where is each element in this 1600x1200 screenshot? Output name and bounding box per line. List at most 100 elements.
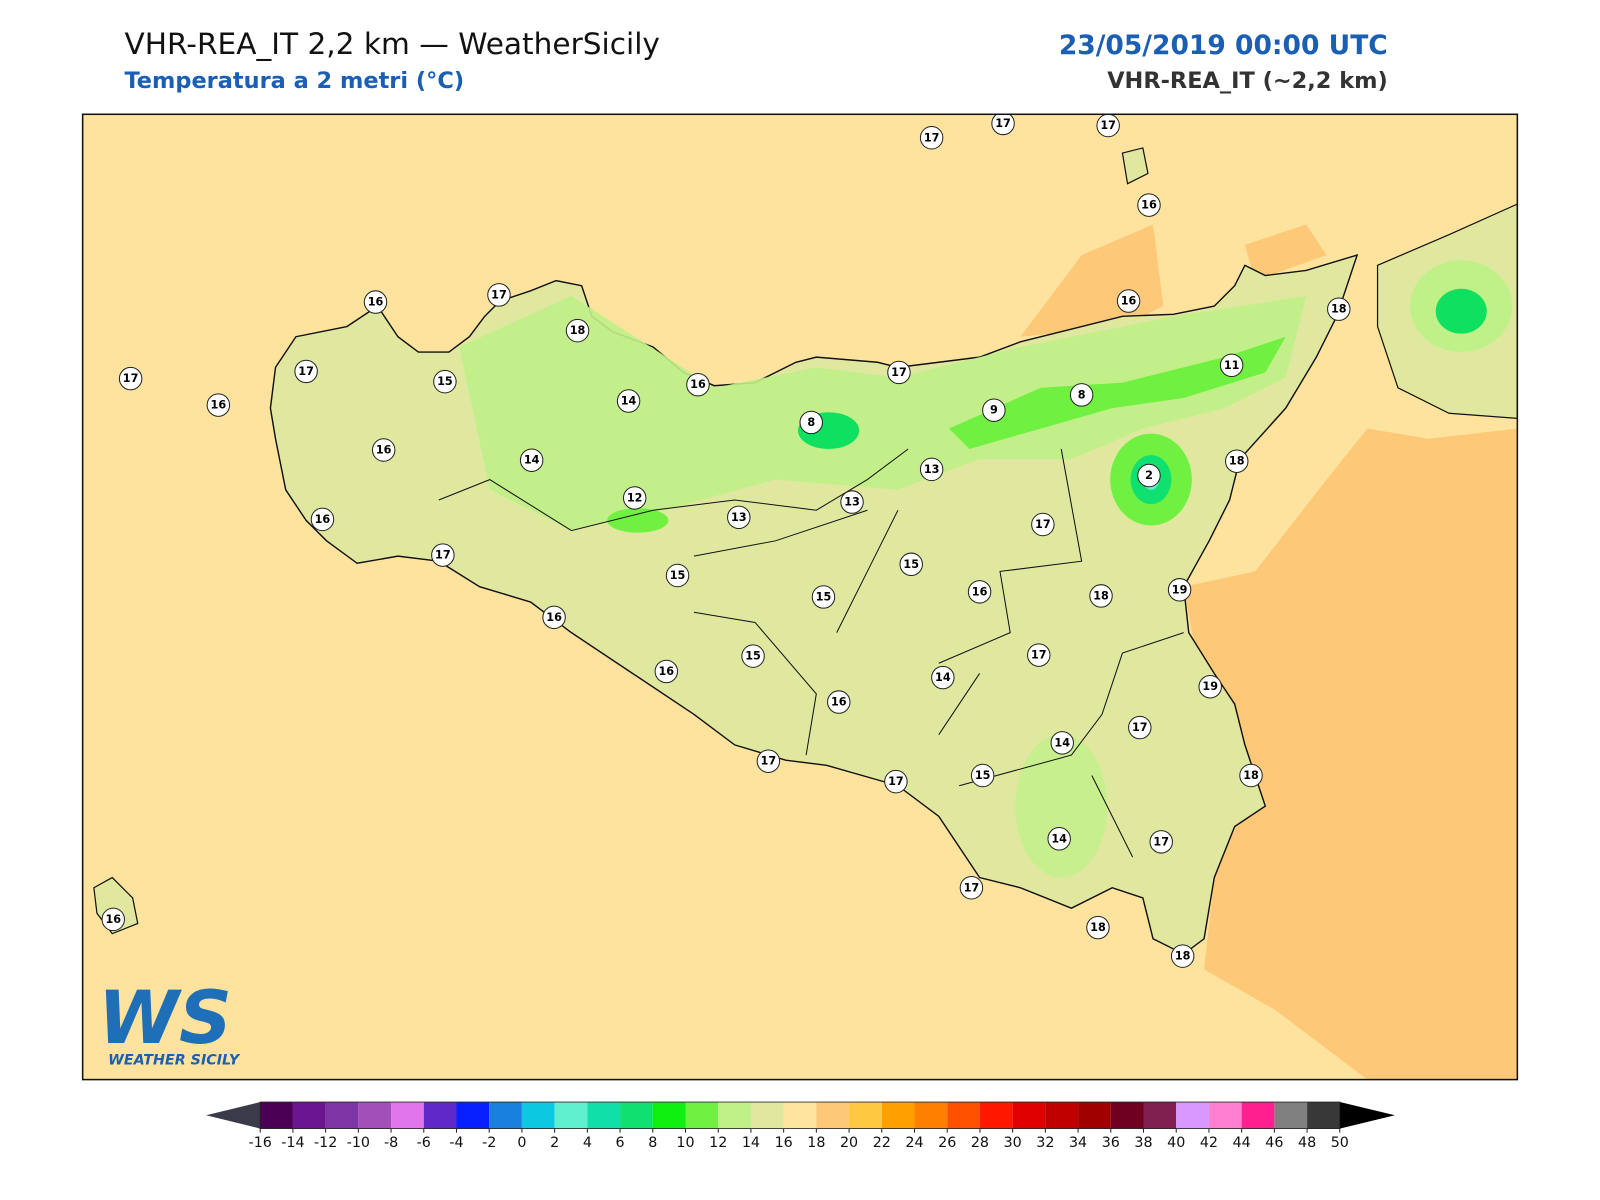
colorbar-tick-label: 40	[1167, 1135, 1185, 1151]
station-value: 12	[627, 491, 643, 504]
station-value: 17	[1100, 119, 1116, 132]
station: 17	[1027, 643, 1051, 667]
colorbar-over	[1339, 1102, 1395, 1129]
station-value: 17	[1153, 835, 1169, 848]
station-value: 18	[1331, 303, 1347, 316]
station-value: 15	[437, 375, 453, 388]
station-value: 14	[621, 395, 637, 408]
station-marker	[310, 507, 335, 532]
station-value: 2	[1145, 469, 1153, 482]
station-marker	[727, 505, 751, 530]
colorbar-tick-label: 0	[517, 1135, 526, 1151]
colorbar-bin	[325, 1102, 359, 1129]
station: 16	[101, 907, 125, 932]
province-border	[438, 448, 1184, 858]
station: 15	[665, 563, 690, 588]
colorbar-tick-label: 20	[840, 1135, 858, 1151]
colorbar-bin	[1307, 1102, 1340, 1129]
colorbar-bin	[620, 1102, 653, 1129]
station-value: 14	[935, 671, 951, 684]
station: 17	[991, 114, 1015, 136]
colorbar-bin	[947, 1102, 980, 1129]
station-value: 8	[807, 416, 815, 429]
station: 17	[959, 876, 984, 900]
colorbar-bin	[260, 1102, 293, 1129]
station-marker	[433, 369, 457, 394]
field-patch	[1015, 734, 1108, 878]
island	[1121, 147, 1149, 185]
logo-name: WEATHER SICILY	[108, 1052, 241, 1068]
station-marker	[1096, 114, 1120, 138]
station-marker	[967, 580, 992, 604]
colorbar-bin	[292, 1102, 326, 1129]
station: 18	[1089, 584, 1113, 608]
station: 2	[1137, 463, 1161, 488]
colorbar-bin	[587, 1102, 621, 1129]
station-marker	[970, 763, 995, 788]
station-marker	[931, 665, 955, 690]
station-marker	[887, 360, 911, 385]
colorbar-tick-label: 4	[583, 1135, 592, 1151]
station: 18	[1225, 449, 1249, 473]
colorbar-bin	[652, 1102, 686, 1129]
station-value: 17	[924, 131, 940, 144]
station: 17	[294, 359, 318, 384]
station-value: 18	[1093, 589, 1109, 602]
station: 18	[565, 318, 590, 343]
colorbar-bin	[489, 1102, 522, 1129]
station-marker	[1137, 463, 1161, 488]
station-marker	[1027, 643, 1051, 667]
colorbar-bin	[456, 1102, 490, 1129]
station-marker	[1170, 944, 1195, 968]
station: 16	[827, 690, 851, 714]
colorbar-tick-label: 10	[676, 1135, 694, 1151]
colorbar-bin	[1274, 1102, 1308, 1129]
station-value: 17	[995, 117, 1011, 130]
colorbar-bin	[750, 1102, 784, 1129]
station-marker	[686, 372, 710, 397]
station: 17	[118, 366, 143, 391]
station-marker	[1128, 715, 1152, 740]
colorbar-tick-label: 16	[775, 1135, 793, 1151]
colorbar-tick-label: -4	[449, 1135, 463, 1151]
station-marker	[1149, 830, 1173, 854]
colorbar-tick-label: 30	[1004, 1135, 1022, 1151]
station-marker	[363, 290, 388, 314]
station-value: 18	[1243, 769, 1259, 782]
station-marker	[919, 457, 944, 482]
colorbar-tick-label: 26	[938, 1135, 956, 1151]
station-marker	[1225, 449, 1249, 473]
station-value: 16	[105, 913, 121, 926]
colorbar-tick-label: 50	[1331, 1135, 1349, 1151]
station: 15	[741, 644, 765, 668]
station-value: 17	[491, 288, 507, 301]
colorbar-tick-label: -8	[384, 1135, 398, 1151]
station: 17	[1149, 830, 1173, 854]
station-value: 17	[1132, 721, 1148, 734]
station: 17	[1096, 114, 1120, 138]
station-marker	[565, 318, 590, 343]
station-value: 16	[546, 611, 562, 624]
station-marker	[1050, 731, 1074, 755]
colorbar-tick-label: 38	[1134, 1135, 1152, 1151]
colorbar-bin	[554, 1102, 588, 1129]
station-marker	[741, 644, 765, 668]
station: 19	[1167, 578, 1192, 602]
station: 15	[970, 763, 995, 788]
station-value: 11	[1224, 359, 1240, 372]
station-value: 18	[1229, 455, 1245, 468]
station-value: 17	[298, 365, 314, 378]
station-marker	[206, 393, 231, 417]
field-patch	[948, 336, 1286, 449]
station: 14	[616, 389, 641, 413]
station-marker	[811, 585, 836, 609]
station-value: 17	[123, 372, 139, 385]
station: 18	[1170, 944, 1195, 968]
station-marker	[371, 438, 396, 462]
station-value: 16	[831, 696, 847, 709]
station-marker	[899, 552, 923, 577]
title: VHR-REA_IT 2,2 km — WeatherSicily	[124, 27, 659, 61]
station-marker	[665, 563, 690, 588]
station-marker	[756, 749, 781, 773]
colorbar-bin	[521, 1102, 555, 1129]
